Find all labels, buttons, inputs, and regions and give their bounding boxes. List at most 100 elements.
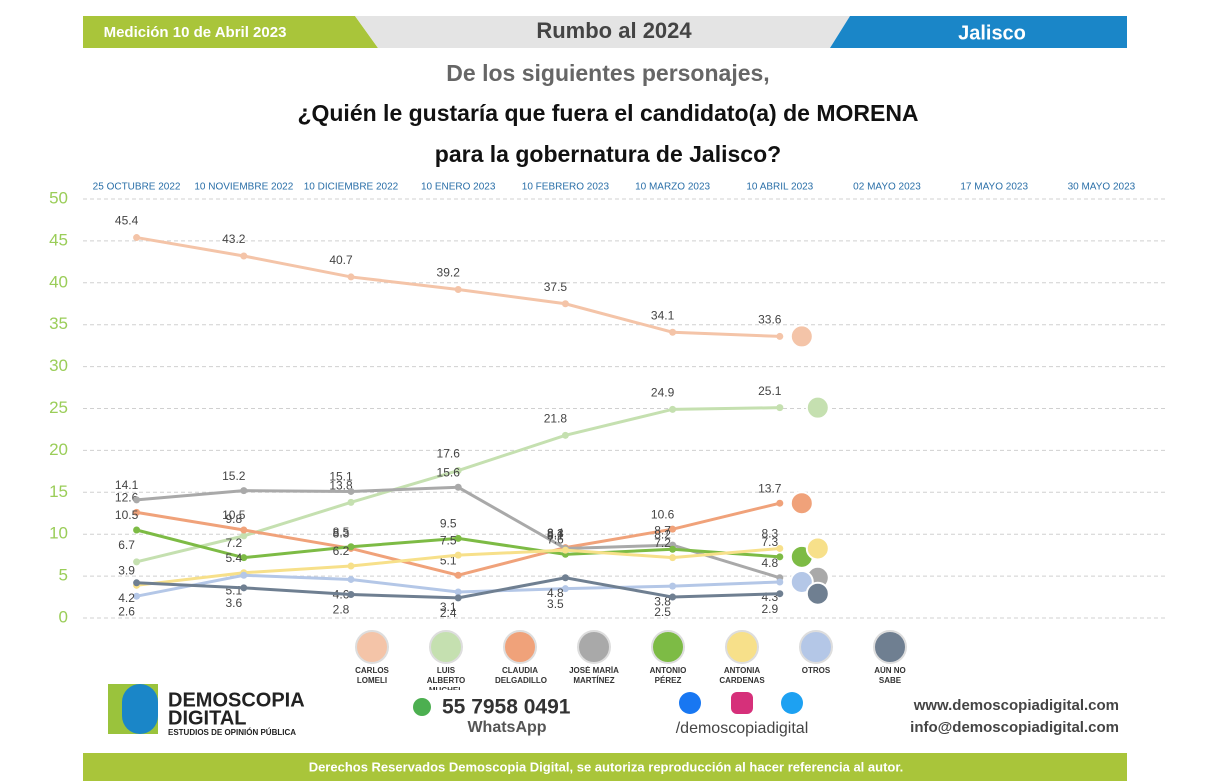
point <box>347 562 355 570</box>
point <box>133 579 141 587</box>
title-line: para la gobernatura de Jalisco? <box>435 141 781 167</box>
data-label: 3.6 <box>225 596 242 610</box>
legend-avatar <box>355 630 389 664</box>
legend-wrap: JOSÉ MARÍA MARTÍNEZ <box>569 666 619 685</box>
y-tick-label: 10 <box>49 524 68 543</box>
data-label: 3.5 <box>547 597 564 611</box>
x-tick-label: 02 MAYO 2023 <box>853 182 921 193</box>
data-label: 10.6 <box>651 507 675 521</box>
point <box>133 496 141 504</box>
point <box>669 328 677 336</box>
data-label: 15.2 <box>222 469 246 483</box>
point <box>240 487 248 495</box>
point <box>133 526 141 534</box>
data-label: 4.8 <box>761 556 778 570</box>
data-label: 7.2 <box>225 536 242 550</box>
y-tick-label: 30 <box>49 356 68 375</box>
legend-avatar <box>799 630 833 664</box>
x-tick-label: 25 OCTUBRE 2022 <box>93 182 181 193</box>
phone: 55 7958 0491 <box>442 696 571 719</box>
legend-label: ANTONIO PÉREZ <box>649 666 687 685</box>
y-tick-label: 50 <box>49 188 68 207</box>
y-tick-label: 40 <box>49 272 68 291</box>
point <box>454 588 462 596</box>
y-tick-label: 15 <box>49 482 68 501</box>
whatsapp-icon <box>413 698 431 716</box>
point <box>240 526 248 534</box>
data-label: 15.6 <box>437 465 461 479</box>
instagram-icon <box>731 692 753 714</box>
point <box>669 582 677 590</box>
data-label: 2.4 <box>440 606 457 620</box>
x-tick-label: 10 MARZO 2023 <box>635 182 710 193</box>
y-tick-label: 35 <box>49 314 68 333</box>
data-label: 5.4 <box>225 551 242 565</box>
x-tick-label: 10 NOVIEMBRE 2022 <box>194 182 293 193</box>
point <box>133 558 141 566</box>
legend-label: JOSÉ MARÍA MARTÍNEZ <box>569 666 619 685</box>
point <box>776 404 784 412</box>
data-label: 8.7 <box>654 523 671 537</box>
data-label: 14.1 <box>115 478 139 492</box>
point <box>347 487 355 495</box>
data-label: 17.6 <box>437 447 461 461</box>
data-label: 15.1 <box>329 470 353 484</box>
brand: DEMOSCOPIA <box>168 689 305 711</box>
footer-bar <box>83 753 1127 781</box>
end-avatar <box>805 395 830 420</box>
y-tick-label: 0 <box>59 607 68 626</box>
x-tick-label: 10 ABRIL 2023 <box>746 182 813 193</box>
end-avatar <box>805 536 830 561</box>
data-label: 12.6 <box>115 491 139 505</box>
data-label: 33.6 <box>758 313 782 327</box>
point <box>240 532 248 540</box>
y-tick-label: 25 <box>49 398 68 417</box>
legend-wrap: ANTONIO PÉREZ <box>649 666 687 685</box>
point <box>454 551 462 559</box>
point <box>347 498 355 506</box>
data-label: 8.5 <box>333 525 350 539</box>
legend-label: AÚN NO SABE <box>874 666 906 685</box>
data-label: 45.4 <box>115 214 139 228</box>
legend-avatar <box>873 630 907 664</box>
data-label: 6.2 <box>333 544 350 558</box>
website: www.demoscopiadigital.com <box>913 697 1119 714</box>
data-label: 21.8 <box>544 411 568 425</box>
point <box>454 594 462 602</box>
point <box>669 593 677 601</box>
legend-avatar <box>503 630 537 664</box>
data-label: 3.1 <box>440 600 457 614</box>
legend-label: CLAUDIA DELGADILLO <box>495 666 547 685</box>
data-label: 3.9 <box>118 563 135 577</box>
point <box>776 544 784 552</box>
header-center: Rumbo al 2024 <box>536 18 692 43</box>
y-tick-label: 45 <box>49 230 68 249</box>
y-tick-label: 5 <box>59 566 68 585</box>
point <box>669 554 677 562</box>
point <box>669 525 677 533</box>
data-label: 4.2 <box>118 591 135 605</box>
data-label: 39.2 <box>437 266 461 280</box>
point <box>133 234 141 242</box>
point <box>454 467 462 475</box>
point <box>561 546 569 554</box>
data-label: 13.7 <box>758 481 782 495</box>
data-label: 7.6 <box>547 532 564 546</box>
data-label: 8.3 <box>547 527 564 541</box>
point <box>561 574 569 582</box>
point <box>240 252 248 260</box>
header-center-bg <box>355 16 850 48</box>
header-left: Medición 10 de Abril 2023 <box>104 24 287 41</box>
point <box>776 590 784 598</box>
legend-wrap: CARLOS LOMELI <box>355 666 389 685</box>
header-left-bg <box>83 16 378 48</box>
data-label: 4.8 <box>547 586 564 600</box>
point <box>776 499 784 507</box>
point <box>133 592 141 600</box>
y-tick-label: 20 <box>49 440 68 459</box>
whatsapp-label: WhatsApp <box>467 719 546 736</box>
legend-label: CARLOS LOMELI <box>355 666 389 685</box>
point <box>669 405 677 413</box>
header-right: Jalisco <box>958 22 1026 44</box>
